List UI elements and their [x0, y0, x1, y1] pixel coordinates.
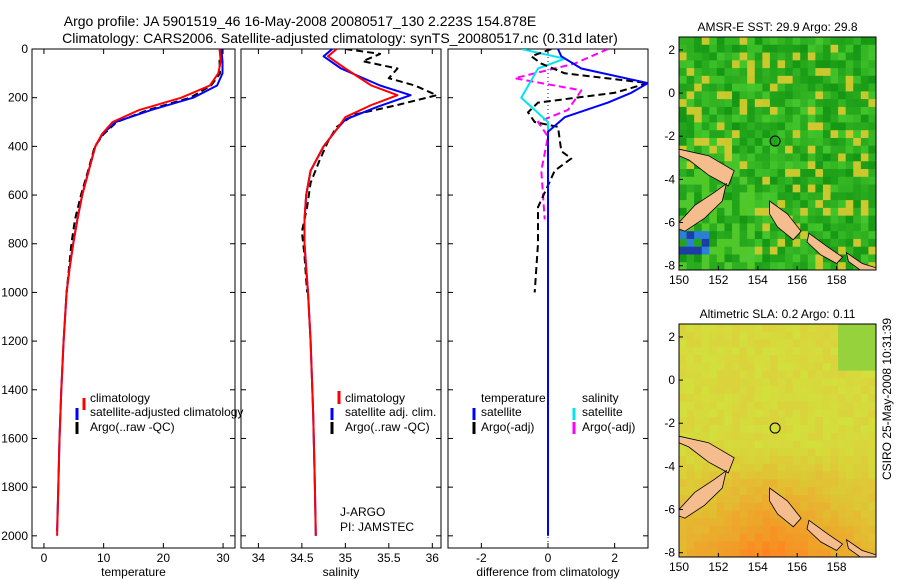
series-group — [56, 49, 224, 536]
x-tick-label: 20 — [157, 551, 171, 565]
legend-label: satellite — [582, 405, 623, 419]
y-tick-label: 1000 — [1, 285, 28, 299]
x-tick-label: 2 — [611, 551, 618, 565]
land-mass — [678, 148, 735, 187]
plot-frame — [240, 48, 442, 549]
x-tick-label: 152 — [708, 273, 728, 287]
legend-label: temperature — [481, 391, 546, 405]
land-mass — [678, 182, 727, 232]
sst-map: AMSR-E SST: 29.9 Argo: 29.8 150 152 154 156 1… — [664, 20, 877, 287]
salinity-legend: climatology satellite adj. clim. Argo(..… — [330, 391, 436, 534]
x-tick-label: 35 — [339, 551, 353, 565]
y-tick-label: -8 — [664, 259, 675, 273]
y-tick-label: -6 — [664, 503, 675, 517]
x-tick-label: 150 — [669, 560, 689, 574]
series-line — [56, 49, 222, 536]
map-title: Altimetric SLA: 0.2 Argo: 0.11 — [700, 307, 856, 321]
credit-stamp: CSIRO 25-May-2008 10:31:39 — [880, 317, 894, 480]
y-tick-label: -8 — [664, 546, 675, 560]
y-tick-label: -2 — [664, 416, 675, 430]
legend-label: satellite-adjusted climatology — [90, 405, 243, 419]
y-tick-label: 1600 — [1, 431, 28, 445]
y-tick-label: 1400 — [1, 383, 28, 397]
series-line — [527, 49, 648, 293]
y-tick-label: 600 — [8, 188, 28, 202]
x-tick-label: 10 — [97, 551, 111, 565]
series-group — [300, 49, 438, 536]
y-tick-label: 2 — [668, 43, 675, 57]
float-pi: PI: JAMSTEC — [340, 520, 414, 534]
legend-label: Argo(-adj) — [582, 420, 635, 434]
series-line — [303, 49, 399, 536]
land-mass — [678, 435, 735, 474]
y-tick-label: 2000 — [1, 529, 28, 543]
x-tick-label: 34 — [252, 551, 266, 565]
land-mass — [806, 519, 844, 552]
series-group — [513, 49, 648, 536]
y-tick-label: 200 — [8, 91, 28, 105]
x-tick-label: 0 — [545, 551, 552, 565]
y-tick-label: 2 — [668, 330, 675, 344]
land-mass — [769, 200, 802, 241]
x-tick-label: 35.5 — [377, 551, 401, 565]
y-tick-label: 0 — [668, 373, 675, 387]
legend-label: satellite — [481, 405, 522, 419]
y-tick-label: -2 — [664, 129, 675, 143]
map-frame — [678, 36, 877, 271]
y-tick-label: 1200 — [1, 334, 28, 348]
legend-label: Argo(..raw -QC) — [345, 420, 430, 434]
y-tick-label: 1800 — [1, 480, 28, 494]
x-tick-label: 30 — [216, 551, 230, 565]
map-field — [679, 324, 877, 558]
y-tick-label: -4 — [664, 172, 675, 186]
y-tick-label: 400 — [8, 139, 28, 153]
legend-label: Argo(-adj) — [481, 420, 534, 434]
x-tick-label: 0 — [41, 551, 48, 565]
x-tick-label: 150 — [669, 273, 689, 287]
x-tick-label: 154 — [748, 273, 768, 287]
title-line-1: Argo profile: JA 5901519_46 16-May-2008 … — [63, 13, 537, 29]
map-title: AMSR-E SST: 29.9 Argo: 29.8 — [697, 20, 857, 34]
x-tick-label: 158 — [827, 560, 847, 574]
x-tick-label: 34.5 — [290, 551, 314, 565]
x-tick-label: 158 — [827, 273, 847, 287]
difference-legend: temperature satellite Argo(-adj) salinit… — [472, 391, 635, 434]
land-mass — [678, 469, 727, 519]
x-axis-label: salinity — [323, 565, 360, 579]
legend-label: salinity — [582, 391, 619, 405]
legend-label: climatology — [345, 391, 405, 405]
legend-label: Argo(..raw -QC) — [90, 420, 175, 434]
x-tick-label: 156 — [787, 273, 807, 287]
float-program: J-ARGO — [340, 505, 385, 519]
map-frame — [678, 323, 877, 558]
y-tick-label: 0 — [668, 86, 675, 100]
x-axis-label: difference from climatology — [476, 565, 619, 579]
legend-label: satellite adj. clim. — [345, 405, 436, 419]
y-tick-label: 0 — [21, 42, 28, 56]
plot-frame — [31, 48, 236, 549]
y-tick-label: -4 — [664, 459, 675, 473]
sla-map: Altimetric SLA: 0.2 Argo: 0.11 150 152 154 1… — [664, 307, 877, 574]
x-axis-label: temperature — [101, 565, 166, 579]
x-tick-label: 36 — [426, 551, 440, 565]
land-mass — [806, 232, 844, 265]
x-tick-label: 156 — [787, 560, 807, 574]
legend-label: climatology — [90, 391, 150, 405]
y-tick-label: -6 — [664, 216, 675, 230]
map-field — [679, 37, 877, 271]
temperature-panel: 0 10 20 30 0 200 400 600 800 1000 1200 1400 1600 1800… — [1, 42, 236, 579]
y-tick-label: 800 — [8, 237, 28, 251]
profile-location-marker — [769, 422, 781, 434]
profile-location-marker — [769, 135, 781, 147]
x-tick-label: 152 — [708, 560, 728, 574]
x-tick-label: -2 — [476, 551, 487, 565]
land-mass — [769, 487, 802, 528]
temperature-legend: climatology satellite-adjusted climatolo… — [75, 391, 243, 434]
title-line-2: Climatology: CARS2006. Satellite-adjuste… — [62, 30, 618, 46]
x-tick-label: 154 — [748, 560, 768, 574]
salinity-panel: 34 34.5 35 35.5 36 salinity — [240, 48, 442, 579]
series-line — [547, 49, 648, 536]
